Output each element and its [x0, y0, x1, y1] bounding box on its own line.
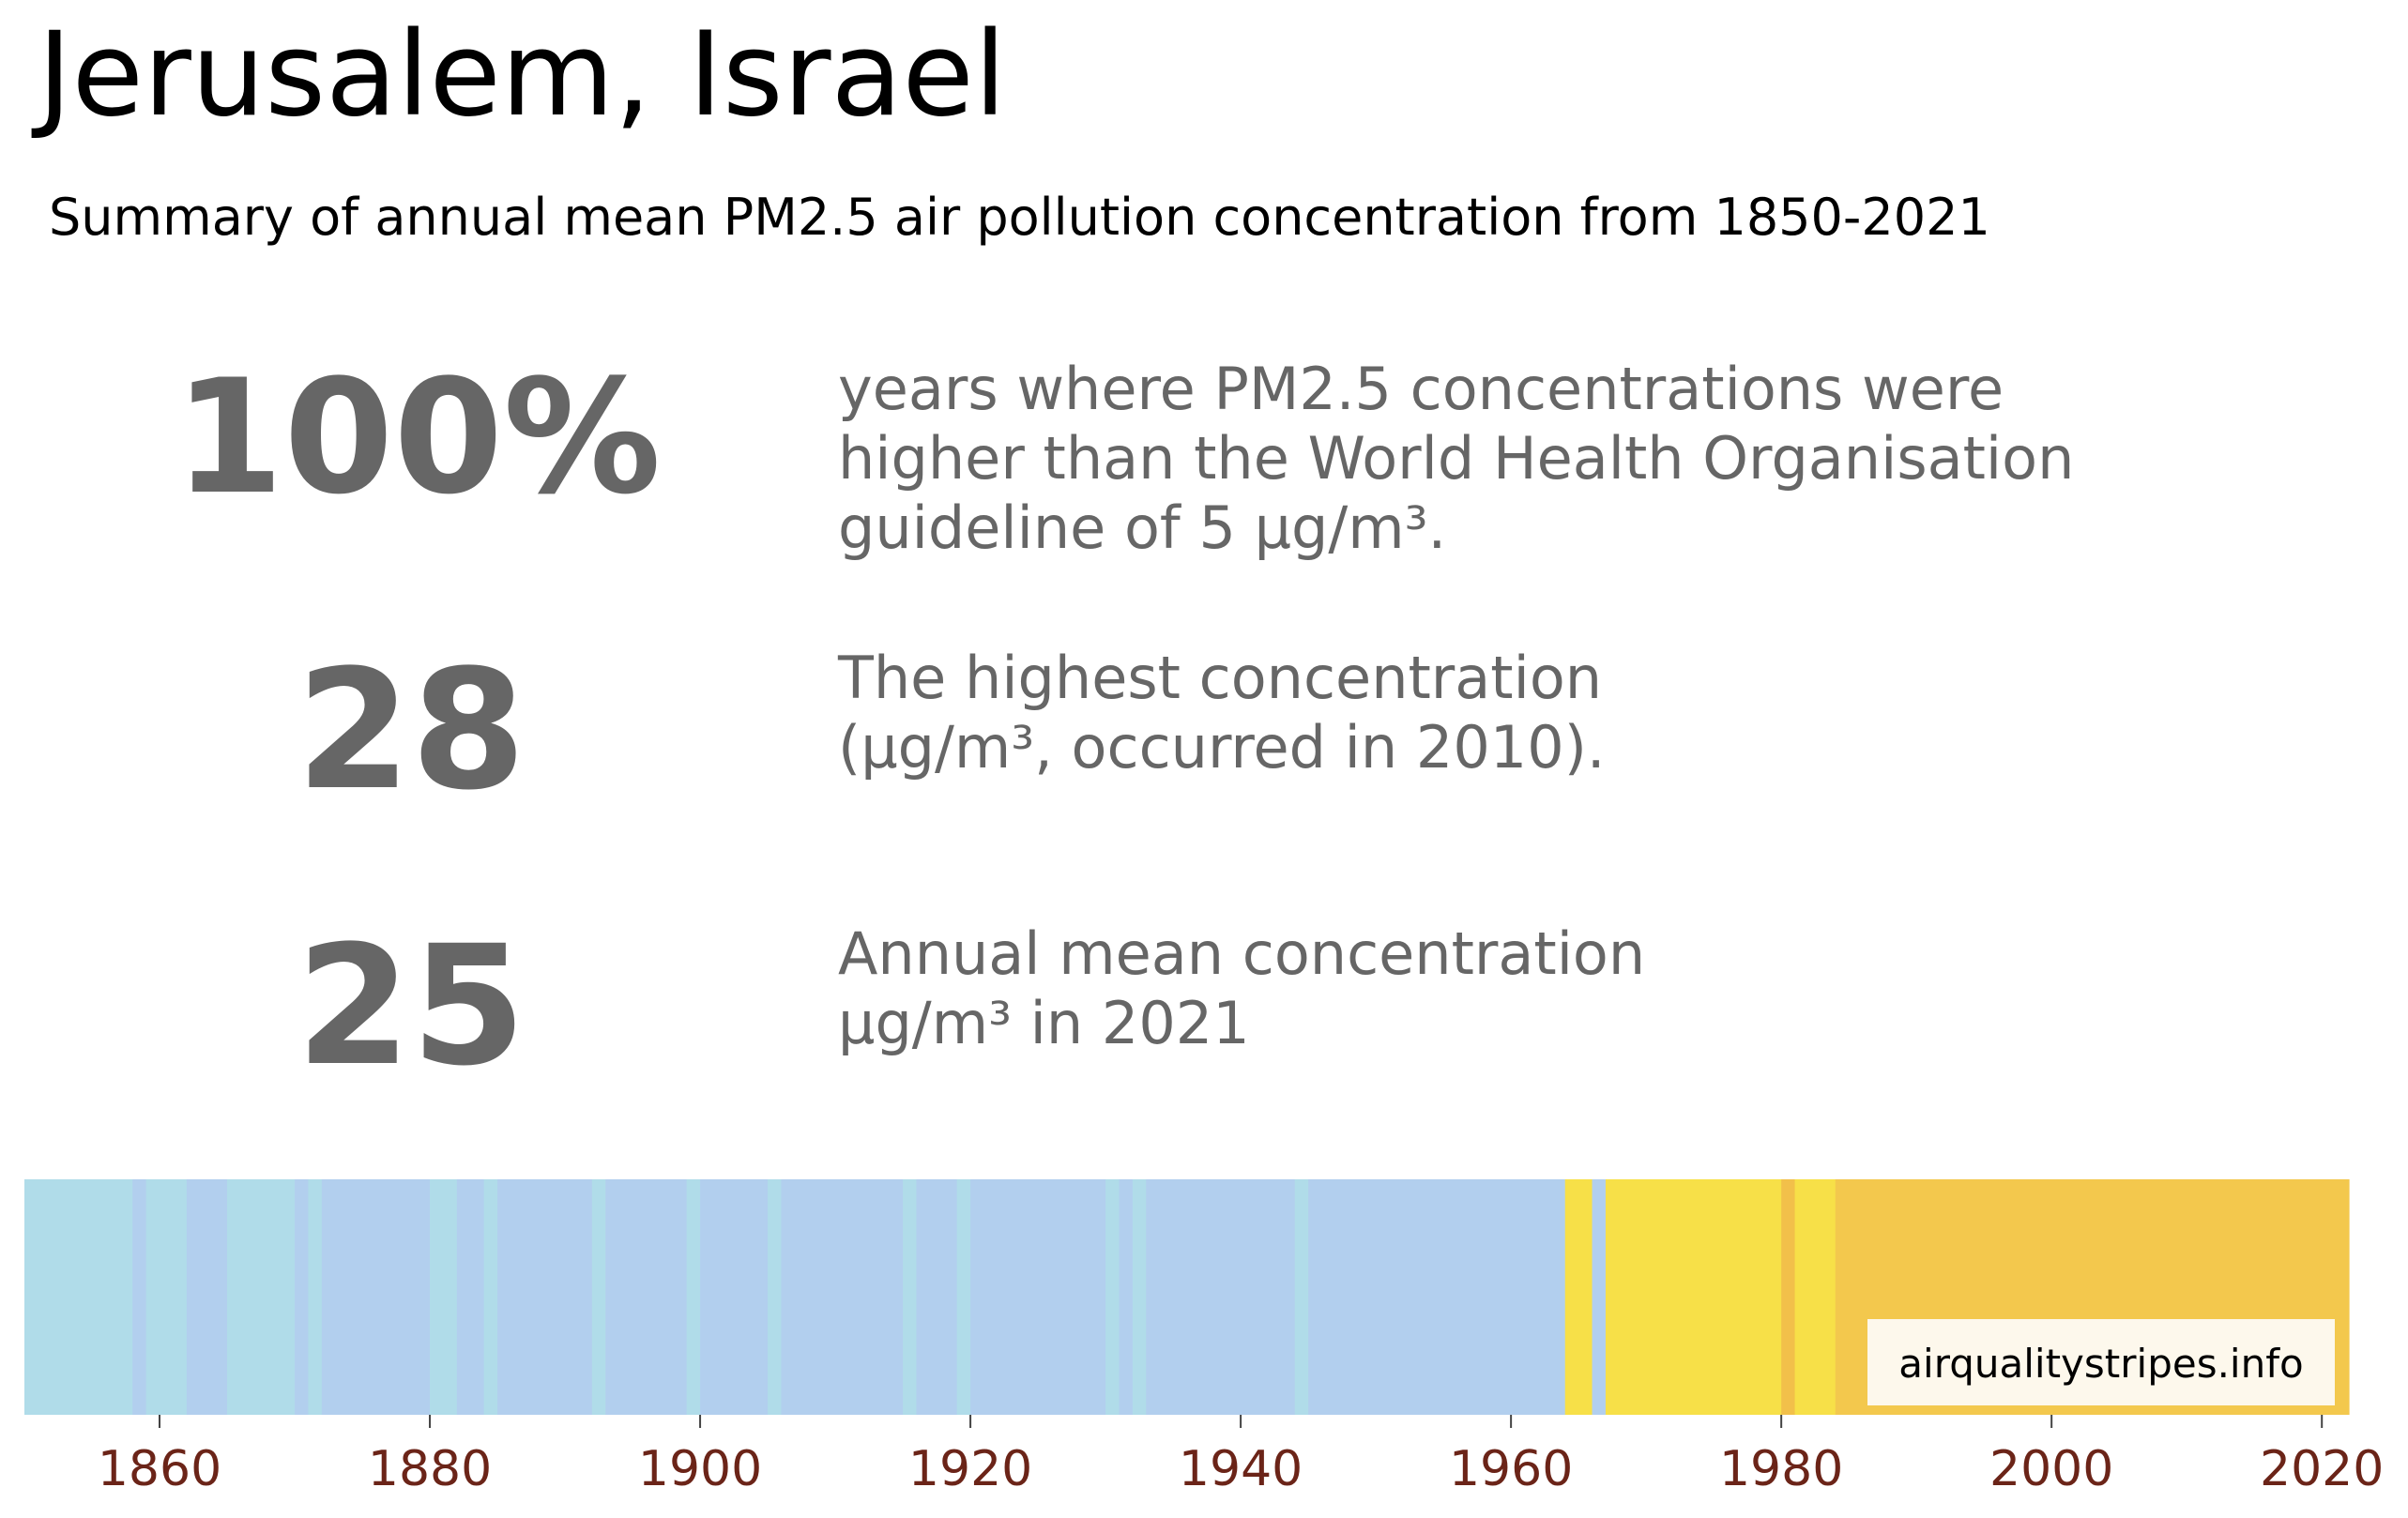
page-subtitle: Summary of annual mean PM2.5 air polluti… — [49, 188, 1990, 247]
stripe-segment — [768, 1179, 783, 1415]
stripe-segment — [591, 1179, 606, 1415]
stripe-segment — [903, 1179, 918, 1415]
stripe-segment — [430, 1179, 458, 1415]
stripe-segment — [1308, 1179, 1566, 1415]
stripe-segment — [1794, 1179, 1836, 1415]
stat-desc-latest: Annual mean concentration µg/m³ in 2021 — [838, 919, 1645, 1058]
stripe-segment — [1146, 1179, 1296, 1415]
stripe-segment — [497, 1179, 593, 1415]
x-tick-label: 2000 — [1989, 1441, 2113, 1497]
stat-desc-line: Annual mean concentration — [838, 919, 1646, 988]
stripe-segment — [132, 1179, 147, 1415]
stripe-segment — [456, 1179, 485, 1415]
stripe-segment — [686, 1179, 701, 1415]
stat-desc-line: years where PM2.5 concentrations were — [838, 355, 2004, 423]
stat-value-latest: 25 — [296, 910, 526, 1102]
stripe-segment — [605, 1179, 688, 1415]
x-tick-label: 2020 — [2260, 1441, 2384, 1497]
stripe-segment — [295, 1179, 310, 1415]
stat-desc-line: higher than the World Health Organisatio… — [838, 424, 2075, 493]
x-tick-label: 1900 — [638, 1441, 762, 1497]
stripe-segment — [308, 1179, 323, 1415]
stripe-segment — [700, 1179, 769, 1415]
stripe-segment — [321, 1179, 431, 1415]
x-tick-label: 1980 — [1719, 1441, 1843, 1497]
stat-desc-line: The highest concentration — [838, 644, 1603, 712]
x-axis-ticks: 1860 1880 1900 1920 1940 1960 1980 2000 2020 — [98, 1415, 2384, 1497]
stripe-segment — [956, 1179, 971, 1415]
stripe-segment — [186, 1179, 228, 1415]
stripe-segment — [483, 1179, 498, 1415]
stat-desc-highest: The highest concentration (µg/m³, occurr… — [838, 644, 1606, 782]
x-tick-label: 1940 — [1179, 1441, 1303, 1497]
stripe-segment — [1605, 1179, 1782, 1415]
page-title: Jerusalem, Israel — [38, 8, 1007, 143]
x-tick-label: 1880 — [368, 1441, 492, 1497]
watermark-box: airqualitystripes.info — [1867, 1319, 2335, 1405]
stat-desc-line: µg/m³ in 2021 — [838, 989, 1250, 1057]
stripe-segment — [970, 1179, 1106, 1415]
stat-value-highest: 28 — [296, 634, 526, 827]
x-tick-label: 1960 — [1449, 1441, 1573, 1497]
stripe-segment — [916, 1179, 958, 1415]
x-tick-label: 1920 — [908, 1441, 1032, 1497]
watermark-text: airqualitystripes.info — [1898, 1341, 2303, 1387]
stat-value-years-above: 100% — [174, 345, 662, 529]
stripe-segment — [227, 1179, 296, 1415]
stripe-segment — [24, 1179, 133, 1415]
stripe-segment — [781, 1179, 904, 1415]
stripe-segment — [1105, 1179, 1120, 1415]
x-tick-label: 1860 — [98, 1441, 221, 1497]
stripe-segment — [145, 1179, 188, 1415]
stripe-segment — [1592, 1179, 1607, 1415]
stripe-segment — [1781, 1179, 1796, 1415]
stripe-segment — [1294, 1179, 1309, 1415]
stripe-segment — [1132, 1179, 1147, 1415]
stripe-segment — [1119, 1179, 1134, 1415]
stripe-segment — [1564, 1179, 1593, 1415]
stat-desc-years-above: years where PM2.5 concentrations were hi… — [838, 355, 2074, 563]
stat-desc-line: guideline of 5 µg/m³. — [838, 493, 1447, 562]
stat-desc-line: (µg/m³, occurred in 2010). — [838, 713, 1606, 782]
